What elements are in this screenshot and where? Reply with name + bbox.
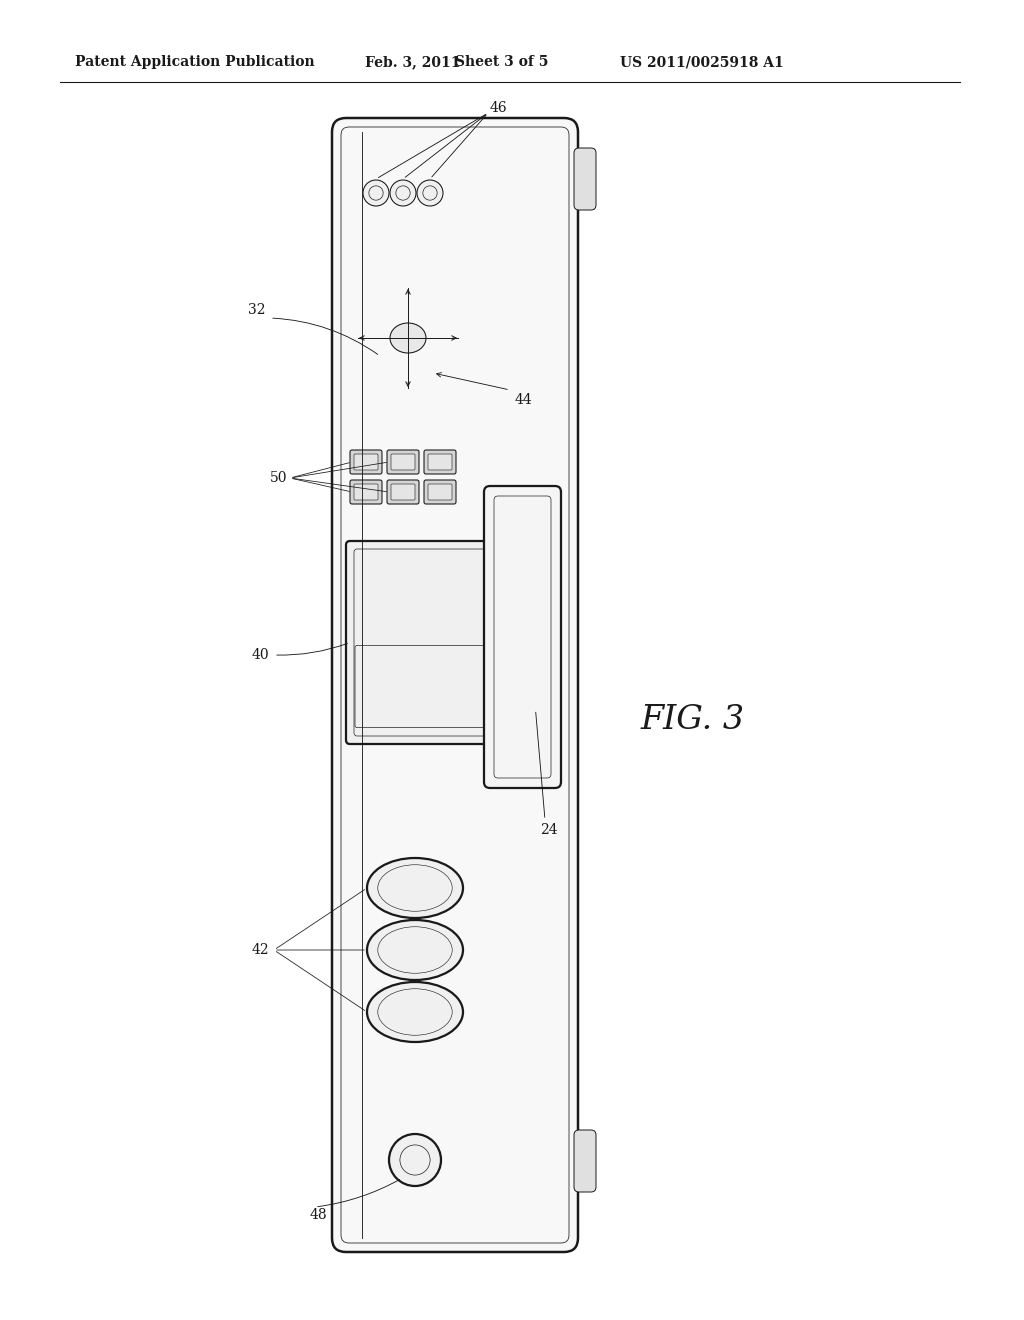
Circle shape (417, 180, 443, 206)
FancyBboxPatch shape (574, 1130, 596, 1192)
Circle shape (389, 1134, 441, 1185)
FancyBboxPatch shape (424, 480, 456, 504)
FancyBboxPatch shape (332, 117, 578, 1251)
FancyBboxPatch shape (354, 484, 378, 500)
FancyBboxPatch shape (428, 454, 452, 470)
Text: Patent Application Publication: Patent Application Publication (75, 55, 314, 69)
FancyBboxPatch shape (484, 486, 561, 788)
FancyBboxPatch shape (574, 148, 596, 210)
Text: 50: 50 (270, 471, 288, 484)
FancyBboxPatch shape (346, 541, 516, 744)
Text: Feb. 3, 2011: Feb. 3, 2011 (365, 55, 461, 69)
FancyBboxPatch shape (350, 450, 382, 474)
FancyBboxPatch shape (354, 454, 378, 470)
Ellipse shape (367, 920, 463, 979)
FancyBboxPatch shape (391, 454, 415, 470)
Text: US 2011/0025918 A1: US 2011/0025918 A1 (620, 55, 783, 69)
FancyBboxPatch shape (350, 480, 382, 504)
Ellipse shape (367, 982, 463, 1041)
Text: 42: 42 (252, 942, 269, 957)
Text: 48: 48 (310, 1208, 328, 1222)
FancyBboxPatch shape (387, 450, 419, 474)
Text: 46: 46 (490, 102, 508, 115)
FancyBboxPatch shape (428, 484, 452, 500)
Text: Sheet 3 of 5: Sheet 3 of 5 (455, 55, 549, 69)
Circle shape (390, 180, 416, 206)
Ellipse shape (367, 858, 463, 917)
Ellipse shape (390, 323, 426, 352)
Text: FIG. 3: FIG. 3 (640, 704, 744, 737)
Text: 44: 44 (515, 393, 532, 407)
FancyBboxPatch shape (424, 450, 456, 474)
FancyBboxPatch shape (391, 484, 415, 500)
Text: 32: 32 (248, 304, 265, 317)
Circle shape (362, 180, 389, 206)
FancyBboxPatch shape (387, 480, 419, 504)
Text: 40: 40 (252, 648, 269, 663)
Text: 24: 24 (540, 822, 558, 837)
